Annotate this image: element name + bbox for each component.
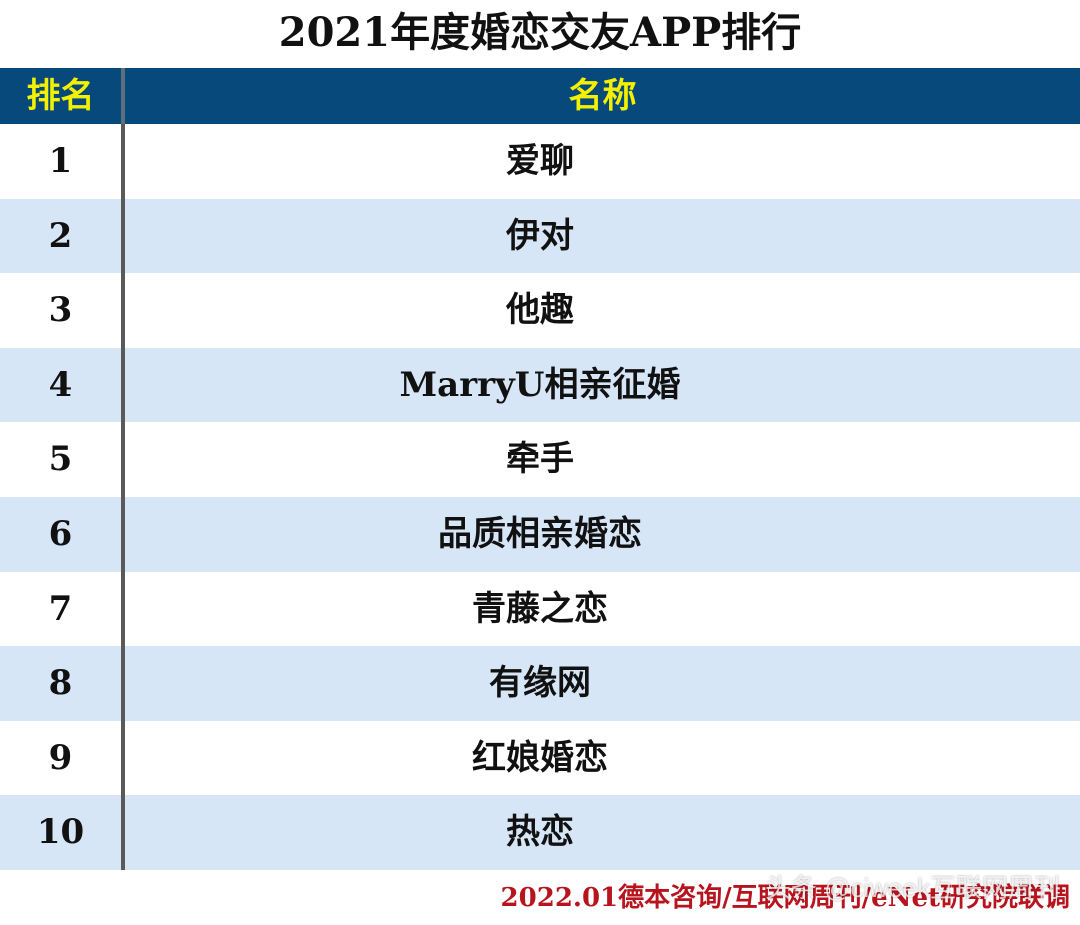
column-divider: [121, 646, 125, 721]
rank-cell: 7: [48, 588, 73, 629]
rank-cell: 6: [48, 513, 73, 554]
app-name-cell: 有缘网: [489, 663, 591, 704]
column-divider: [121, 347, 125, 423]
table-row: 7 青藤之恋: [0, 571, 1080, 647]
table-row: 9 红娘婚恋: [0, 720, 1080, 796]
source-credit: 2022.01德本咨询/互联网周刊/eNet研究院联调: [500, 883, 1070, 913]
app-name-cell: 红娘婚恋: [472, 737, 608, 778]
page-title: 2021年度婚恋交友APP排行: [278, 9, 802, 56]
app-name-cell: 爱聊: [506, 141, 574, 181]
column-divider: [121, 68, 125, 124]
table-body: 1 爱聊 2 伊对 3 他趣 4 MarryU相亲征婚 5 牵手 6 品质相亲婚恋 7 青藤之恋 8 有缘网 9…: [0, 124, 1080, 870]
app-name-cell: 品质相亲婚恋: [438, 513, 642, 554]
column-divider: [121, 571, 125, 647]
rank-cell: 10: [36, 812, 85, 853]
header-rank: 排名: [26, 76, 95, 116]
table-row: 2 伊对: [0, 198, 1080, 274]
rank-cell: 1: [48, 141, 73, 181]
app-name-cell: 伊对: [506, 215, 574, 256]
column-divider: [121, 198, 125, 274]
app-name-cell: 牵手: [506, 439, 574, 480]
watermark: 头条 @ciweek互联网周刊: [764, 873, 1060, 903]
ranking-table: 排名 名称 1 爱聊 2 伊对 3 他趣 4 MarryU相亲征婚 5 牵手 6 品质相亲婚恋 7 青藤之…: [0, 68, 1080, 870]
table-row: 10 热恋: [0, 795, 1080, 870]
rank-cell: 4: [48, 364, 73, 405]
table-row: 5 牵手: [0, 422, 1080, 497]
app-name-cell: MarryU相亲征婚: [399, 364, 681, 405]
footer: 2022.01德本咨询/互联网周刊/eNet研究院联调 头条 @ciweek互联…: [0, 873, 1080, 925]
column-divider: [121, 422, 125, 497]
table-row: 8 有缘网: [0, 646, 1080, 721]
app-name-cell: 热恋: [506, 812, 574, 853]
table-row: 6 品质相亲婚恋: [0, 496, 1080, 572]
header-name: 名称: [568, 76, 637, 116]
table-row: 1 爱聊: [0, 124, 1080, 199]
rank-cell: 3: [48, 290, 73, 331]
column-divider: [121, 273, 125, 348]
app-name-cell: 他趣: [506, 290, 574, 331]
table-header: 排名 名称: [0, 68, 1080, 124]
rank-cell: 8: [48, 663, 73, 704]
rank-cell: 2: [48, 215, 73, 256]
column-divider: [121, 720, 125, 796]
rank-cell: 9: [48, 737, 73, 778]
table-row: 4 MarryU相亲征婚: [0, 347, 1080, 423]
column-divider: [121, 124, 125, 199]
column-divider: [121, 795, 125, 870]
column-divider: [121, 496, 125, 572]
table-row: 3 他趣: [0, 273, 1080, 348]
app-name-cell: 青藤之恋: [472, 588, 608, 629]
rank-cell: 5: [48, 439, 73, 480]
